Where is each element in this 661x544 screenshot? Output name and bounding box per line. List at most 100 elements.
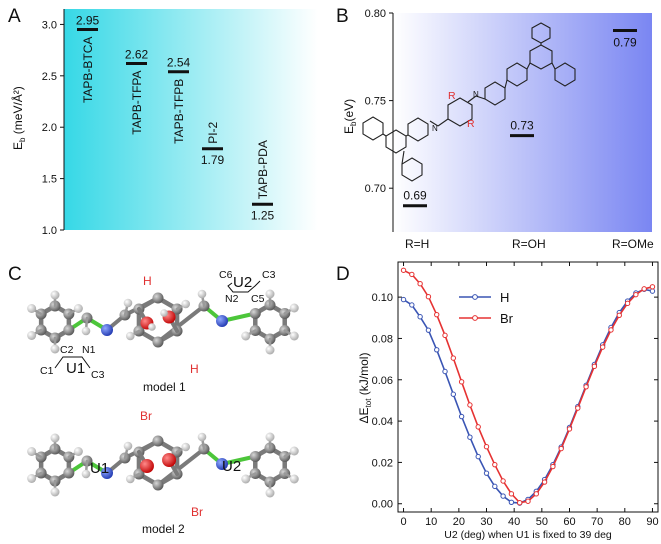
central-ring xyxy=(447,97,473,127)
model1-c5-label: C5 xyxy=(251,293,265,305)
hydrogen-atom xyxy=(123,441,133,451)
panel-a-y-tick-label: 2.5 xyxy=(42,71,57,83)
hydrogen-atom xyxy=(181,299,191,309)
panel-b-value-label: 0.69 xyxy=(403,189,427,203)
series-point-br xyxy=(450,355,457,361)
series-point-br xyxy=(500,478,506,484)
hydrogen-atom xyxy=(289,303,299,313)
hydrogen-atom xyxy=(265,289,275,299)
model2-u1-label: U1 xyxy=(90,460,109,477)
panel-letter-b: B xyxy=(336,6,349,27)
panel-d-plot-frame xyxy=(397,261,659,513)
series-point-br xyxy=(641,286,647,292)
panel-d-x-tick-label: 10 xyxy=(425,516,437,528)
carbon-atom xyxy=(249,308,261,319)
model2-title: model 2 xyxy=(142,522,185,536)
benzene-ring xyxy=(362,116,384,141)
series-point-br xyxy=(533,491,539,497)
hydrogen-atom xyxy=(197,432,207,442)
panel-d-y-tick-label: 0.06 xyxy=(372,375,393,387)
panel-b-chart: 0.70 0.75 0.80 Eb(eV) 0.69 R=H 0.73 R=OH 0.79 R=O… xyxy=(342,8,654,251)
nitrogen-atom xyxy=(216,458,228,470)
panel-d-x-tick-label: 60 xyxy=(563,516,575,528)
model1-u2-label: U2 xyxy=(233,274,252,291)
model1-h-bottom: H xyxy=(190,362,199,376)
series-point-h xyxy=(434,347,440,353)
hydrogen-atom xyxy=(148,323,156,331)
hydrogen-atom xyxy=(123,298,133,308)
series-point-h xyxy=(442,368,448,375)
series-point-br xyxy=(541,479,548,485)
carbon-atom xyxy=(152,292,164,304)
series-point-h xyxy=(492,483,498,490)
hydrogen-atom xyxy=(181,442,191,452)
model1-title: model 1 xyxy=(143,380,186,394)
panel-a-y-tick-label: 1.5 xyxy=(42,174,57,186)
series-point-br xyxy=(417,280,423,287)
model1-u1-label: U1 xyxy=(66,360,85,377)
panel-d-x-tick-label: 50 xyxy=(536,516,548,528)
panel-b-y-tick-label: 0.75 xyxy=(365,96,386,108)
series-point-br xyxy=(616,312,622,319)
hydrogen-atom xyxy=(27,447,37,456)
model2-br-top: Br xyxy=(140,409,152,423)
series-point-h xyxy=(500,493,506,499)
hydrogen-atom xyxy=(50,344,60,354)
model1-c3b-label: C3 xyxy=(91,369,105,381)
panel-a-value-label: 2.95 xyxy=(76,14,100,28)
model1-n2-label: N2 xyxy=(225,293,239,305)
hydrogen-atom xyxy=(50,433,60,443)
panel-a-category-label: TAPB-TFPA xyxy=(130,70,144,134)
panel-a-value-label: 2.54 xyxy=(167,56,191,70)
hydrogen-atom xyxy=(73,447,83,456)
panel-a-category-label: TAPB-TFPB xyxy=(172,79,186,144)
panel-d-y-label: ΔEtot (kJ/mol) xyxy=(357,353,373,424)
model1-c3-label: C3 xyxy=(262,269,276,281)
series-point-br xyxy=(492,461,498,468)
panel-d-y-tick-label: 0.00 xyxy=(372,499,393,511)
panel-a-y-tick-label: 3.0 xyxy=(42,19,57,31)
series-point-br xyxy=(649,284,656,290)
panel-a-plot-background xyxy=(64,9,318,230)
series-point-br xyxy=(566,426,573,432)
series-point-h xyxy=(409,302,415,308)
bromine-atom xyxy=(162,453,177,467)
panel-b-category-label: R=H xyxy=(405,237,429,251)
hydrogen-atom xyxy=(125,474,135,484)
series-point-h xyxy=(417,314,423,320)
hydrogen-atom xyxy=(81,469,91,479)
hydrogen-atom xyxy=(289,474,299,484)
series-point-br xyxy=(409,271,415,278)
carbon-atom xyxy=(63,467,75,479)
series-point-br xyxy=(633,291,639,298)
panel-a-y-label: Eb (meV/Å²) xyxy=(10,86,27,150)
nitrogen-atom xyxy=(101,324,113,336)
hydrogen-atom xyxy=(50,487,60,497)
hydrogen-atom xyxy=(81,326,91,336)
panel-b-y-tick-label: 0.70 xyxy=(365,183,386,195)
hydrogen-atom xyxy=(289,331,299,341)
nitrogen-atom xyxy=(216,315,228,327)
hydrogen-atom xyxy=(289,446,299,456)
nitrogen-atom xyxy=(101,467,113,479)
panel-d-x-tick-label: 0 xyxy=(400,516,406,528)
panel-d-x-tick-label: 20 xyxy=(453,516,465,528)
u1-dihedral-lines xyxy=(54,356,91,369)
carbon-atom xyxy=(249,451,261,462)
legend-label-h: H xyxy=(500,290,509,305)
panel-d-y-tick-label: 0.08 xyxy=(372,333,393,345)
panel-b-value-label: 0.79 xyxy=(613,36,637,50)
hydrogen-atom xyxy=(241,331,251,341)
panel-letter-c: C xyxy=(8,264,22,285)
panel-d-y-tick-label: 0.02 xyxy=(372,457,393,469)
hydrogen-atom xyxy=(241,474,251,484)
series-point-br xyxy=(608,327,614,333)
series-point-br xyxy=(517,500,523,506)
panel-d-x-tick-label: 30 xyxy=(480,516,492,528)
series-point-br xyxy=(558,445,564,452)
panel-d-y-tick-label: 0.04 xyxy=(372,416,393,428)
panel-c-models xyxy=(27,289,299,498)
model1-c6-label: C6 xyxy=(219,269,233,281)
panel-a-y-tick-label: 1.0 xyxy=(42,225,57,237)
